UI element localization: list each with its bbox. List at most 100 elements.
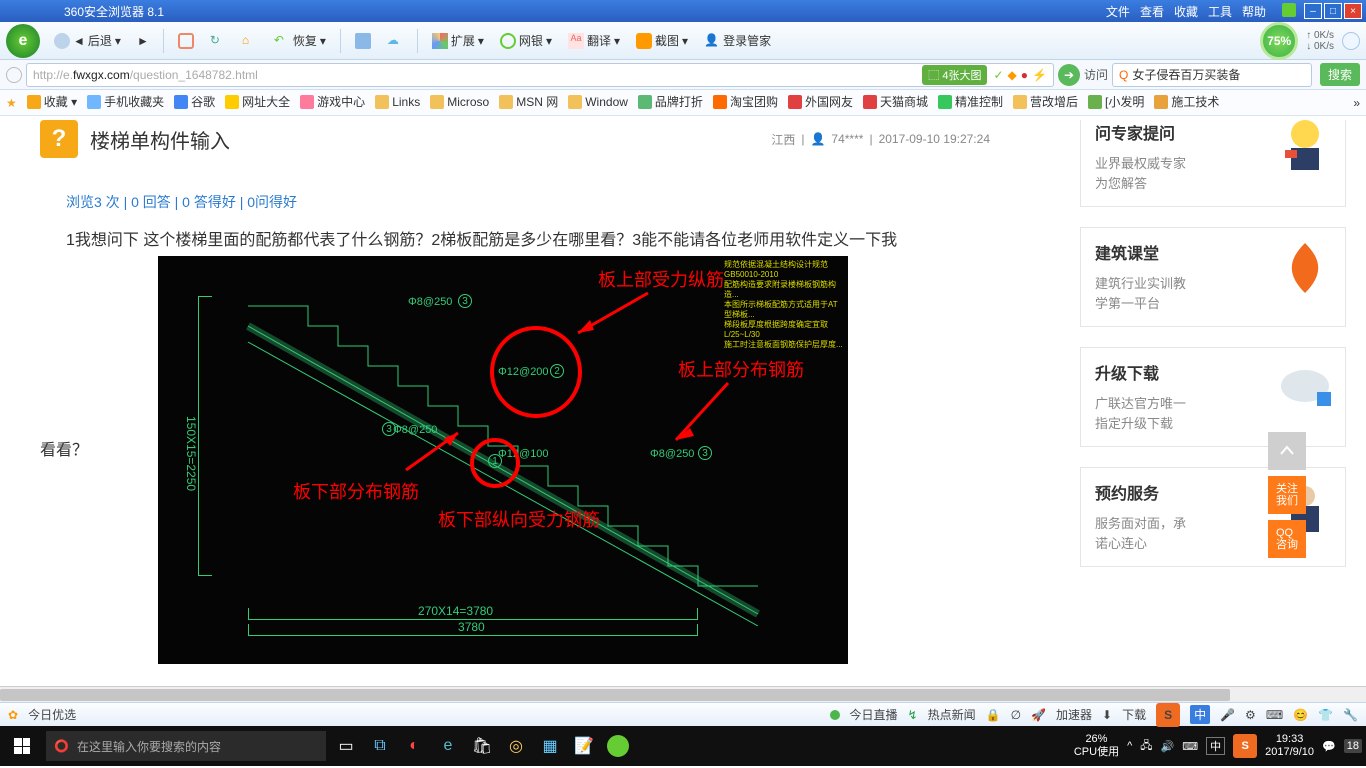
tray-clock[interactable]: 19:332017/9/10 (1265, 733, 1314, 759)
bookmark-item[interactable]: 淘宝团购 (713, 93, 778, 110)
minimize-button[interactable]: – (1304, 3, 1322, 19)
task-edge[interactable]: e (434, 732, 462, 760)
restore-button[interactable]: ↶恢复 ▾ (268, 29, 332, 52)
refresh-button[interactable]: ↻ (204, 30, 232, 52)
h-scrollbar[interactable] (0, 686, 1366, 702)
today-icon[interactable]: ✿ (8, 708, 18, 722)
tray-up[interactable]: ^ (1127, 740, 1132, 752)
card-class[interactable]: 建筑课堂 建筑行业实训教 学第一平台 (1080, 227, 1346, 327)
live-label[interactable]: 今日直播 (850, 706, 898, 723)
login-button[interactable]: 👤登录管家 (698, 29, 777, 52)
card-service[interactable]: 预约服务 服务面对面，承 诺心连心 (1080, 467, 1346, 567)
sogou-ime-icon[interactable]: S (1156, 703, 1180, 727)
bookmark-item[interactable]: 收藏 ▾ (27, 93, 77, 110)
sidebar: 问专家提问 业界最权威专家 为您解答 建筑课堂 建筑行业实训教 学第一平台 升级… (1030, 116, 1366, 686)
speed-icon[interactable] (1342, 32, 1360, 50)
browser-logo-icon[interactable]: e (6, 24, 40, 58)
status-ico-tool[interactable]: 🔧 (1343, 708, 1358, 722)
speed-badge[interactable]: 75% (1260, 22, 1298, 60)
dl-label[interactable]: 下载 (1122, 706, 1146, 723)
bookmark-item[interactable]: MSN 网 (499, 93, 558, 110)
go-button[interactable]: ➔ (1058, 64, 1080, 86)
mobile-button[interactable] (349, 30, 377, 52)
tray-badge[interactable]: 18 (1344, 739, 1362, 753)
bookmark-item[interactable]: Window (568, 95, 628, 109)
status-ico-person[interactable]: 👕 (1318, 708, 1333, 722)
task-app1[interactable]: ⧉ (366, 732, 394, 760)
bookmark-item[interactable]: 施工技术 (1154, 93, 1219, 110)
cortana-search[interactable]: ⭕ 在这里输入你要搜索的内容 (46, 731, 326, 761)
home-button[interactable]: ⌂ (236, 30, 264, 52)
tray-ime[interactable]: 中 (1206, 737, 1225, 755)
bank-button[interactable]: 网银 ▾ (494, 29, 558, 52)
translate-button[interactable]: Aa翻译 ▾ (562, 29, 626, 52)
task-app2[interactable]: ◐ (400, 732, 428, 760)
status-ime[interactable]: 中 (1190, 705, 1210, 724)
follow-button[interactable]: 关注 我们 (1268, 476, 1306, 514)
search-input[interactable]: Q女子侵吞百万买装备 (1112, 63, 1312, 87)
skin-icon[interactable] (1282, 3, 1296, 17)
bookmark-item[interactable]: Microso (430, 95, 489, 109)
h-scroll-thumb[interactable] (0, 689, 1230, 701)
bookmark-item[interactable]: 谷歌 (174, 93, 215, 110)
bookmark-item[interactable]: 品牌打折 (638, 93, 703, 110)
image-count-tag[interactable]: ⬚ 4张大图 (922, 65, 987, 85)
back-button[interactable]: ◄ 后退 ▾ (48, 29, 127, 52)
forward-button[interactable]: ► (131, 31, 155, 51)
tray-kb[interactable]: ⌨ (1182, 740, 1198, 753)
status-ico-emoji[interactable]: 😊 (1293, 708, 1308, 722)
addr-ico3[interactable]: ● (1021, 68, 1028, 82)
capture-button[interactable]: 截图 ▾ (630, 29, 694, 52)
dim-y-txt: 150X15=2250 (184, 416, 198, 491)
bookmark-item[interactable]: 游戏中心 (300, 93, 365, 110)
bookmark-item[interactable]: [小发明 (1088, 93, 1144, 110)
bookmark-item[interactable]: Links (375, 95, 420, 109)
bookmark-item[interactable]: 精准控制 (938, 93, 1003, 110)
today-label[interactable]: 今日优选 (28, 706, 76, 723)
bookmark-item[interactable]: 网址大全 (225, 93, 290, 110)
maximize-button[interactable]: □ (1324, 3, 1342, 19)
menu-help[interactable]: 帮助 (1242, 3, 1266, 20)
menu-tools[interactable]: 工具 (1208, 3, 1232, 20)
start-button[interactable] (4, 728, 40, 764)
hot-label[interactable]: 热点新闻 (928, 706, 976, 723)
addr-ico4[interactable]: ⚡ (1032, 68, 1047, 82)
question-body: 1我想问下 这个楼梯里面的配筋都代表了什么钢筋？2梯板配筋是多少在哪里看？3能不… (66, 226, 990, 250)
card-upgrade[interactable]: 升级下载 广联达官方唯一 指定升级下载 (1080, 347, 1346, 447)
stop-button[interactable] (172, 30, 200, 52)
scroll-top-button[interactable] (1268, 432, 1306, 470)
arrow-1 (568, 288, 658, 338)
acc-label[interactable]: 加速器 (1056, 706, 1092, 723)
status-ico-mic[interactable]: 🎤 (1220, 708, 1235, 722)
task-app5[interactable]: 📝 (570, 732, 598, 760)
ext-button[interactable]: 扩展 ▾ (426, 29, 490, 52)
addr-ico1[interactable]: ✓ (993, 68, 1003, 82)
status-ico-set[interactable]: ⚙ (1245, 708, 1256, 722)
tray-vol[interactable]: 🔊 (1161, 740, 1175, 753)
task-app3[interactable]: ◎ (502, 732, 530, 760)
menu-fav[interactable]: 收藏 (1174, 3, 1198, 20)
tray-notif[interactable]: 💬 (1322, 740, 1336, 753)
menu-view[interactable]: 查看 (1140, 3, 1164, 20)
status-ico-key[interactable]: ⌨ (1266, 708, 1283, 722)
card-expert[interactable]: 问专家提问 业界最权威专家 为您解答 (1080, 120, 1346, 207)
tray-net[interactable]: 🖧 (1140, 737, 1152, 756)
cpu-meter[interactable]: 26%CPU使用 (1074, 733, 1119, 759)
close-button[interactable]: × (1344, 3, 1362, 19)
cloud-button[interactable]: ☁ (381, 30, 409, 52)
url-input[interactable]: http://e.fwxgx.com/question_1648782.html… (26, 63, 1054, 87)
taskview-icon[interactable]: ▭ (332, 732, 360, 760)
bookmark-item[interactable]: 天猫商城 (863, 93, 928, 110)
tray-sogou-icon[interactable]: S (1233, 734, 1257, 758)
bookmark-item[interactable]: 营改增后 (1013, 93, 1078, 110)
bookmark-item[interactable]: 手机收藏夹 (87, 93, 164, 110)
qq-consult-button[interactable]: QQ 咨询 (1268, 520, 1306, 558)
search-button[interactable]: 搜索 (1320, 63, 1360, 86)
menu-file[interactable]: 文件 (1106, 3, 1130, 20)
ann-txt-4: 板下部纵向受力钢筋 (438, 506, 600, 532)
task-app4[interactable]: ▦ (536, 732, 564, 760)
bookmark-item[interactable]: 外国网友 (788, 93, 853, 110)
addr-ico2[interactable]: ◆ (1008, 68, 1017, 82)
task-360[interactable] (604, 732, 632, 760)
task-store[interactable]: 🛍 (468, 732, 496, 760)
